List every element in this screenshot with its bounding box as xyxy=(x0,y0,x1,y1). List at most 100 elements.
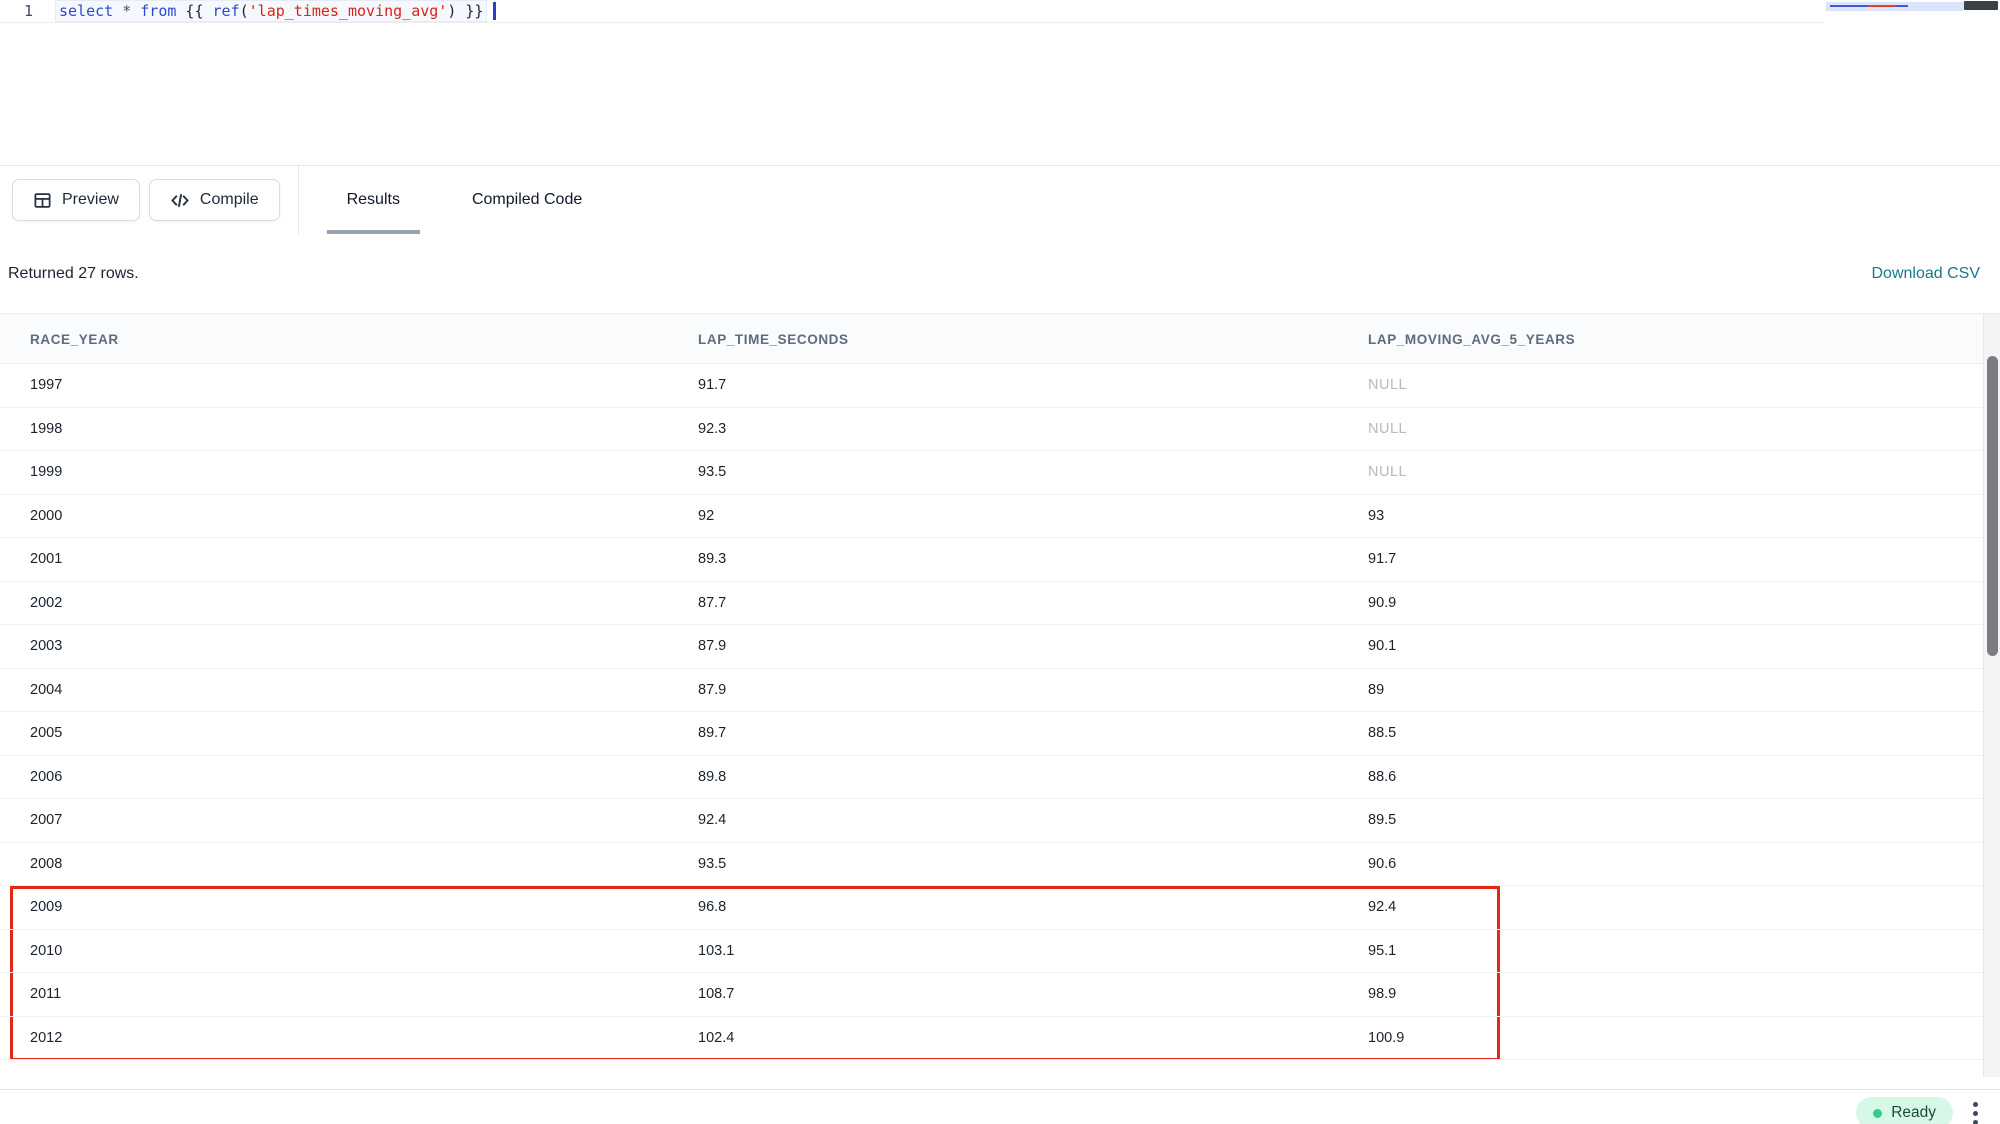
table-grid-icon xyxy=(33,191,52,210)
table-cell: 2005 xyxy=(30,725,63,742)
table-cell: 108.7 xyxy=(698,986,735,1003)
table-cell: 87.9 xyxy=(698,681,727,698)
editor-minimap[interactable] xyxy=(1826,2,1964,11)
table-cell: 1999 xyxy=(30,464,63,481)
table-scrollbar[interactable] xyxy=(1983,314,2000,1077)
table-row[interactable]: 2011 108.7 98.9 xyxy=(0,973,2000,1017)
table-cell: 91.7 xyxy=(1368,551,1397,568)
text-cursor xyxy=(493,2,497,20)
status-dot-icon xyxy=(1873,1108,1883,1118)
table-cell: 2004 xyxy=(30,681,63,698)
table-cell: 92.4 xyxy=(698,812,727,829)
table-cell: 87.9 xyxy=(698,638,727,655)
status-badge: Ready xyxy=(1856,1097,1953,1124)
preview-button[interactable]: Preview xyxy=(12,179,140,221)
table-cell: 89.3 xyxy=(698,551,727,568)
table-cell: 93.5 xyxy=(698,464,727,481)
table-cell: 2001 xyxy=(30,551,63,568)
row-count-summary: Returned 27 rows. xyxy=(8,264,139,282)
results-tabs: Results Compiled Code xyxy=(299,166,607,234)
table-tail-spacer xyxy=(0,1077,2000,1090)
table-cell: 2002 xyxy=(30,594,63,611)
table-cell: 92.3 xyxy=(698,420,727,437)
table-cell: 89.8 xyxy=(698,768,727,785)
table-cell: 2006 xyxy=(30,768,63,785)
minimap-code-line xyxy=(1830,5,1908,7)
table-cell: 90.6 xyxy=(1368,855,1397,872)
table-header-row: RACE_YEAR LAP_TIME_SECONDS LAP_MOVING_AV… xyxy=(0,314,2000,364)
table-cell: 89 xyxy=(1368,681,1385,698)
table-row[interactable]: 2003 87.9 90.1 xyxy=(0,625,2000,669)
tab-compiled-code-label: Compiled Code xyxy=(471,191,583,208)
tab-results[interactable]: Results xyxy=(323,166,424,234)
editor-scrollbar-thumb[interactable] xyxy=(1964,1,1998,10)
preview-button-label: Preview xyxy=(62,191,119,208)
table-cell: 96.8 xyxy=(698,899,727,916)
table-cell: NULL xyxy=(1368,420,1408,437)
table-cell: 90.9 xyxy=(1368,594,1397,611)
table-row[interactable]: 2001 89.3 91.7 xyxy=(0,538,2000,582)
table-row[interactable]: 2007 92.4 89.5 xyxy=(0,799,2000,843)
download-csv-link[interactable]: Download CSV xyxy=(1871,264,1981,282)
line-number: 1 xyxy=(23,2,33,20)
compile-button[interactable]: Compile xyxy=(148,179,280,221)
results-meta-row: Returned 27 rows. Download CSV xyxy=(0,234,2000,314)
table-cell: 88.6 xyxy=(1368,768,1397,785)
table-cell: 1998 xyxy=(30,420,63,437)
kebab-menu-icon[interactable] xyxy=(1969,1098,1982,1124)
toolbar-divider xyxy=(297,166,299,234)
column-header-race-year: RACE_YEAR xyxy=(30,331,119,347)
table-row[interactable]: 2009 96.8 92.4 xyxy=(0,886,2000,930)
table-cell: 91.7 xyxy=(698,377,727,394)
table-row[interactable]: 2005 89.7 88.5 xyxy=(0,712,2000,756)
table-cell: NULL xyxy=(1368,464,1408,481)
table-cell: 2011 xyxy=(30,986,62,1003)
table-row[interactable]: 2010 103.1 95.1 xyxy=(0,930,2000,973)
table-row[interactable]: 1998 92.3 NULL xyxy=(0,408,2000,451)
table-cell: 2012 xyxy=(30,1029,63,1046)
editor-line-1[interactable]: 1 select * from {{ ref('lap_times_moving… xyxy=(0,0,1824,23)
table-cell: 2000 xyxy=(30,507,63,524)
table-cell: 103.1 xyxy=(698,942,735,959)
table-row[interactable]: 2004 87.9 89 xyxy=(0,669,2000,712)
table-cell: 2008 xyxy=(30,855,63,872)
table-cell: 87.7 xyxy=(698,594,727,611)
table-scrollbar-thumb[interactable] xyxy=(1987,356,1998,656)
column-header-lap-moving-avg-5-years: LAP_MOVING_AVG_5_YEARS xyxy=(1368,331,1576,347)
table-rows: 1997 91.7 NULL 1998 92.3 NULL 1999 93.5 NULL 2000… xyxy=(0,364,2000,1060)
status-bar: Ready xyxy=(0,1090,2000,1124)
column-header-lap-time-seconds: LAP_TIME_SECONDS xyxy=(698,331,849,347)
table-cell: NULL xyxy=(1368,377,1408,394)
status-badge-label: Ready xyxy=(1891,1104,1936,1121)
tab-compiled-code[interactable]: Compiled Code xyxy=(448,166,606,234)
table-cell: 102.4 xyxy=(698,1029,735,1046)
sql-code[interactable]: select * from {{ ref('lap_times_moving_a… xyxy=(55,0,488,22)
table-row[interactable]: 2006 89.8 88.6 xyxy=(0,756,2000,799)
table-row[interactable]: 2012 102.4 100.9 xyxy=(0,1017,2000,1060)
table-cell: 88.5 xyxy=(1368,725,1397,742)
table-cell: 98.9 xyxy=(1368,986,1397,1003)
table-cell: 92 xyxy=(698,507,715,524)
table-row[interactable]: 1997 91.7 NULL xyxy=(0,364,2000,408)
tab-results-label: Results xyxy=(346,191,400,208)
table-cell: 2009 xyxy=(30,899,63,916)
results-toolbar: Preview Compile Results Compiled Code xyxy=(0,166,2000,234)
table-cell: 89.7 xyxy=(698,725,727,742)
table-cell: 2010 xyxy=(30,942,63,959)
table-cell: 89.5 xyxy=(1368,812,1397,829)
table-row[interactable]: 2008 93.5 90.6 xyxy=(0,843,2000,886)
table-cell: 93 xyxy=(1368,507,1385,524)
table-cell: 95.1 xyxy=(1368,942,1397,959)
table-cell: 100.9 xyxy=(1368,1029,1405,1046)
table-cell: 1997 xyxy=(30,377,63,394)
table-cell: 92.4 xyxy=(1368,899,1397,916)
table-row[interactable]: 2000 92 93 xyxy=(0,495,2000,538)
code-editor[interactable]: 1 select * from {{ ref('lap_times_moving… xyxy=(0,0,2000,166)
results-table: RACE_YEAR LAP_TIME_SECONDS LAP_MOVING_AV… xyxy=(0,314,2000,1077)
table-row[interactable]: 1999 93.5 NULL xyxy=(0,451,2000,495)
table-cell: 2007 xyxy=(30,812,63,829)
compile-button-label: Compile xyxy=(199,191,259,208)
table-cell: 93.5 xyxy=(698,855,727,872)
table-row[interactable]: 2002 87.7 90.9 xyxy=(0,582,2000,625)
